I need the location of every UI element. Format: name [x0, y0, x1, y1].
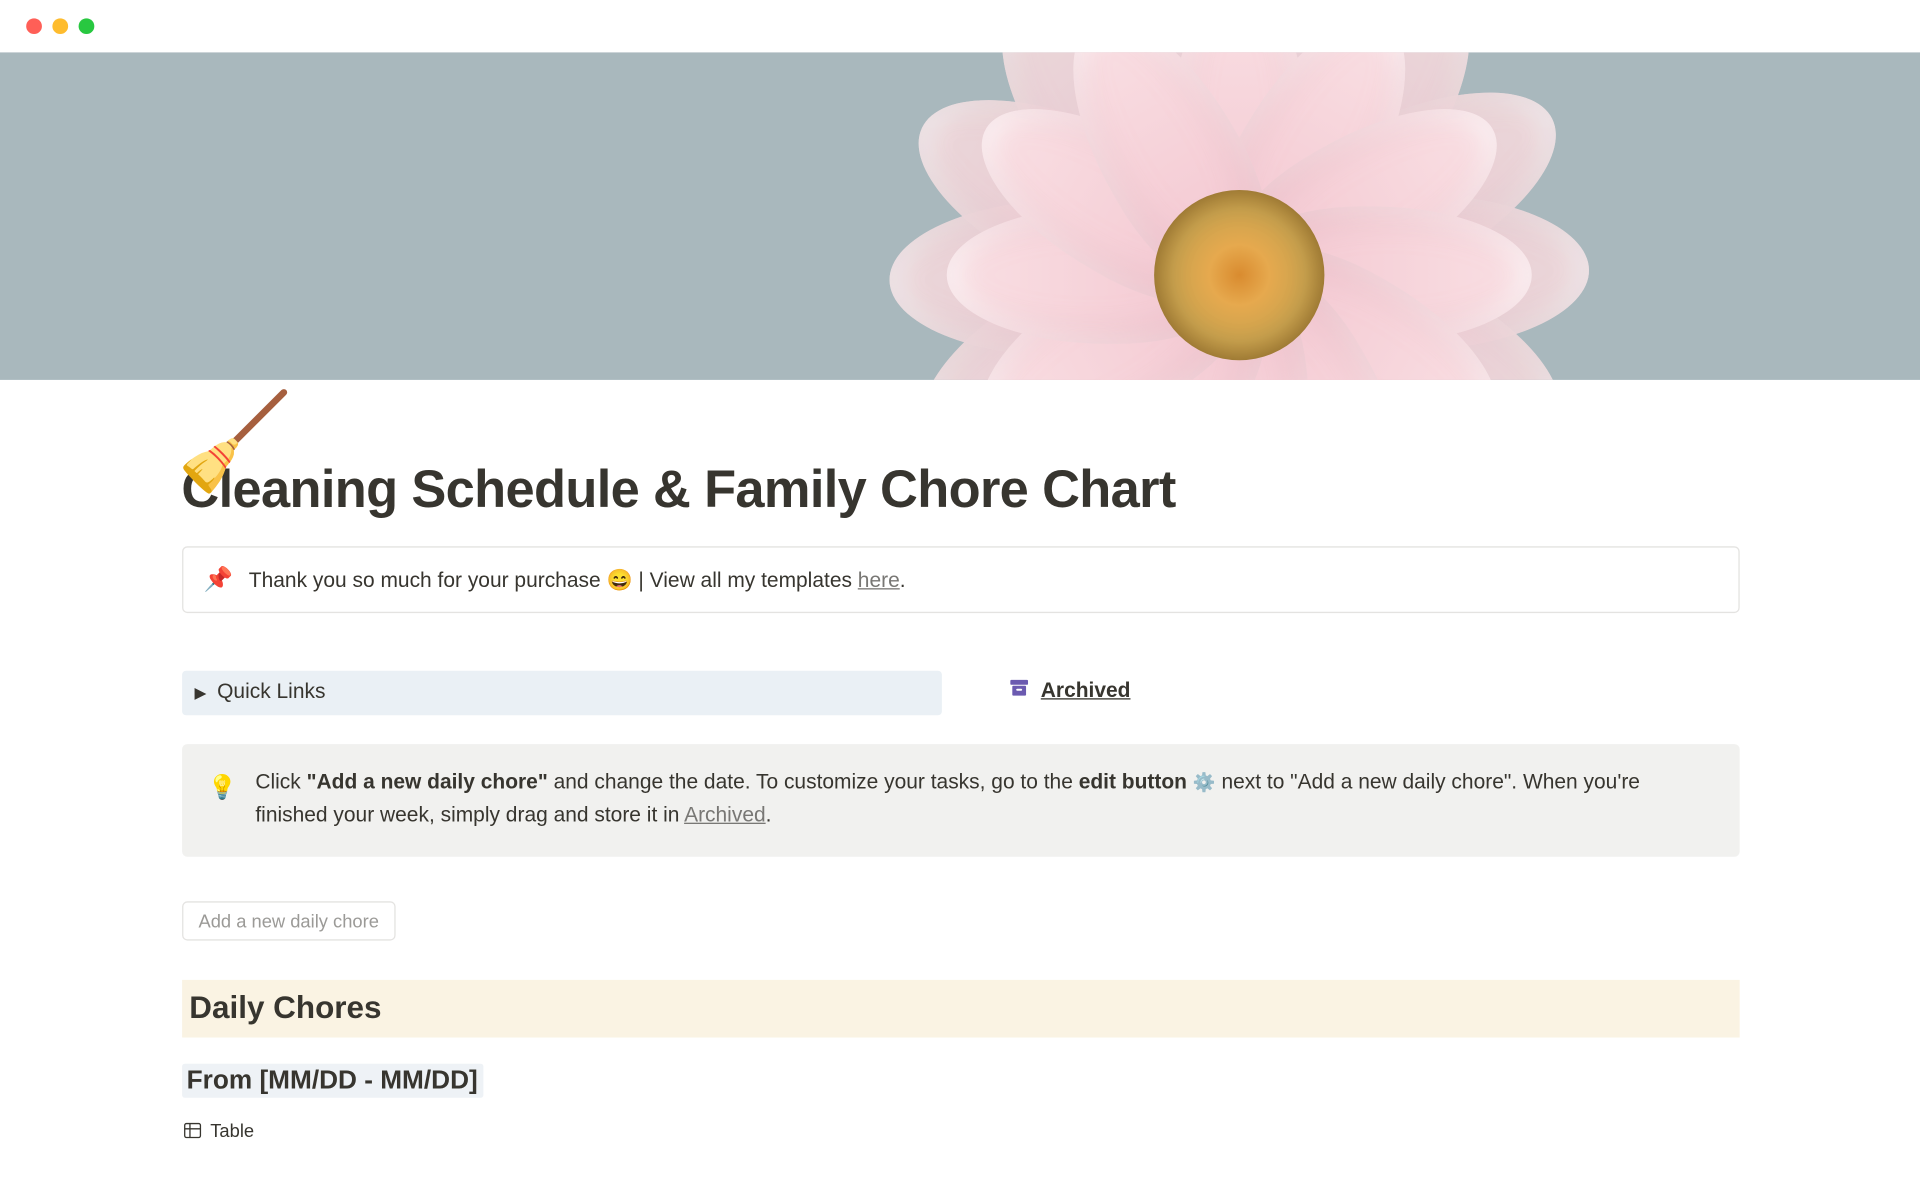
quick-links-toggle[interactable]: ▶ Quick Links	[181, 671, 941, 716]
archive-icon	[1007, 676, 1031, 706]
traffic-zoom[interactable]	[79, 18, 95, 34]
bulb-icon: 💡	[208, 770, 237, 832]
pin-text-before: Thank you so much for your purchase	[249, 569, 607, 591]
table-view-label: Table	[210, 1120, 254, 1141]
page-title: Cleaning Schedule & Family Chore Chart	[181, 461, 1739, 520]
cover-image	[0, 52, 1920, 380]
add-daily-chore-button[interactable]: Add a new daily chore	[181, 901, 396, 940]
smile-icon: 😄	[606, 569, 632, 591]
pin-callout-text: Thank you so much for your purchase 😄 | …	[249, 567, 906, 593]
pin-icon: 📌	[204, 566, 233, 594]
toggle-caret-icon: ▶	[195, 684, 207, 702]
traffic-minimize[interactable]	[52, 18, 68, 34]
window-titlebar	[0, 0, 1920, 52]
date-range-heading: From [MM/DD - MM/DD]	[181, 1066, 1739, 1096]
daily-chores-heading: Daily Chores	[189, 990, 1731, 1027]
tip-callout: 💡 Click "Add a new daily chore" and chan…	[181, 744, 1739, 856]
quick-links-label: Quick Links	[217, 681, 325, 705]
traffic-close[interactable]	[26, 18, 42, 34]
page-content: 🧹 Cleaning Schedule & Family Chore Chart…	[171, 461, 1750, 1147]
tip-archived-link[interactable]: Archived	[684, 804, 766, 826]
templates-link[interactable]: here	[858, 569, 900, 591]
archived-link[interactable]: Archived	[1007, 676, 1739, 706]
page-icon[interactable]: 🧹	[176, 396, 293, 490]
tip-t4: .	[766, 804, 772, 826]
tip-bold-1: "Add a new daily chore"	[307, 772, 548, 794]
tip-text: Click "Add a new daily chore" and change…	[255, 768, 1712, 833]
pin-callout: 📌 Thank you so much for your purchase 😄 …	[181, 546, 1739, 613]
table-icon	[181, 1120, 202, 1141]
tip-t2: and change the date. To customize your t…	[548, 772, 1073, 794]
archived-label: Archived	[1041, 679, 1131, 703]
tip-bold-2: edit button	[1073, 772, 1193, 794]
pin-after: .	[900, 569, 906, 591]
daily-chores-banner: Daily Chores	[181, 979, 1739, 1037]
cover-flower	[899, 52, 1580, 380]
gear-icon: ⚙️	[1193, 772, 1216, 793]
tip-t1: Click	[255, 772, 306, 794]
date-range-text: From [MM/DD - MM/DD]	[181, 1063, 483, 1097]
flower-center	[1154, 190, 1324, 360]
table-view-tab[interactable]: Table	[181, 1120, 254, 1141]
pin-sep: | View all my templates	[633, 569, 858, 591]
